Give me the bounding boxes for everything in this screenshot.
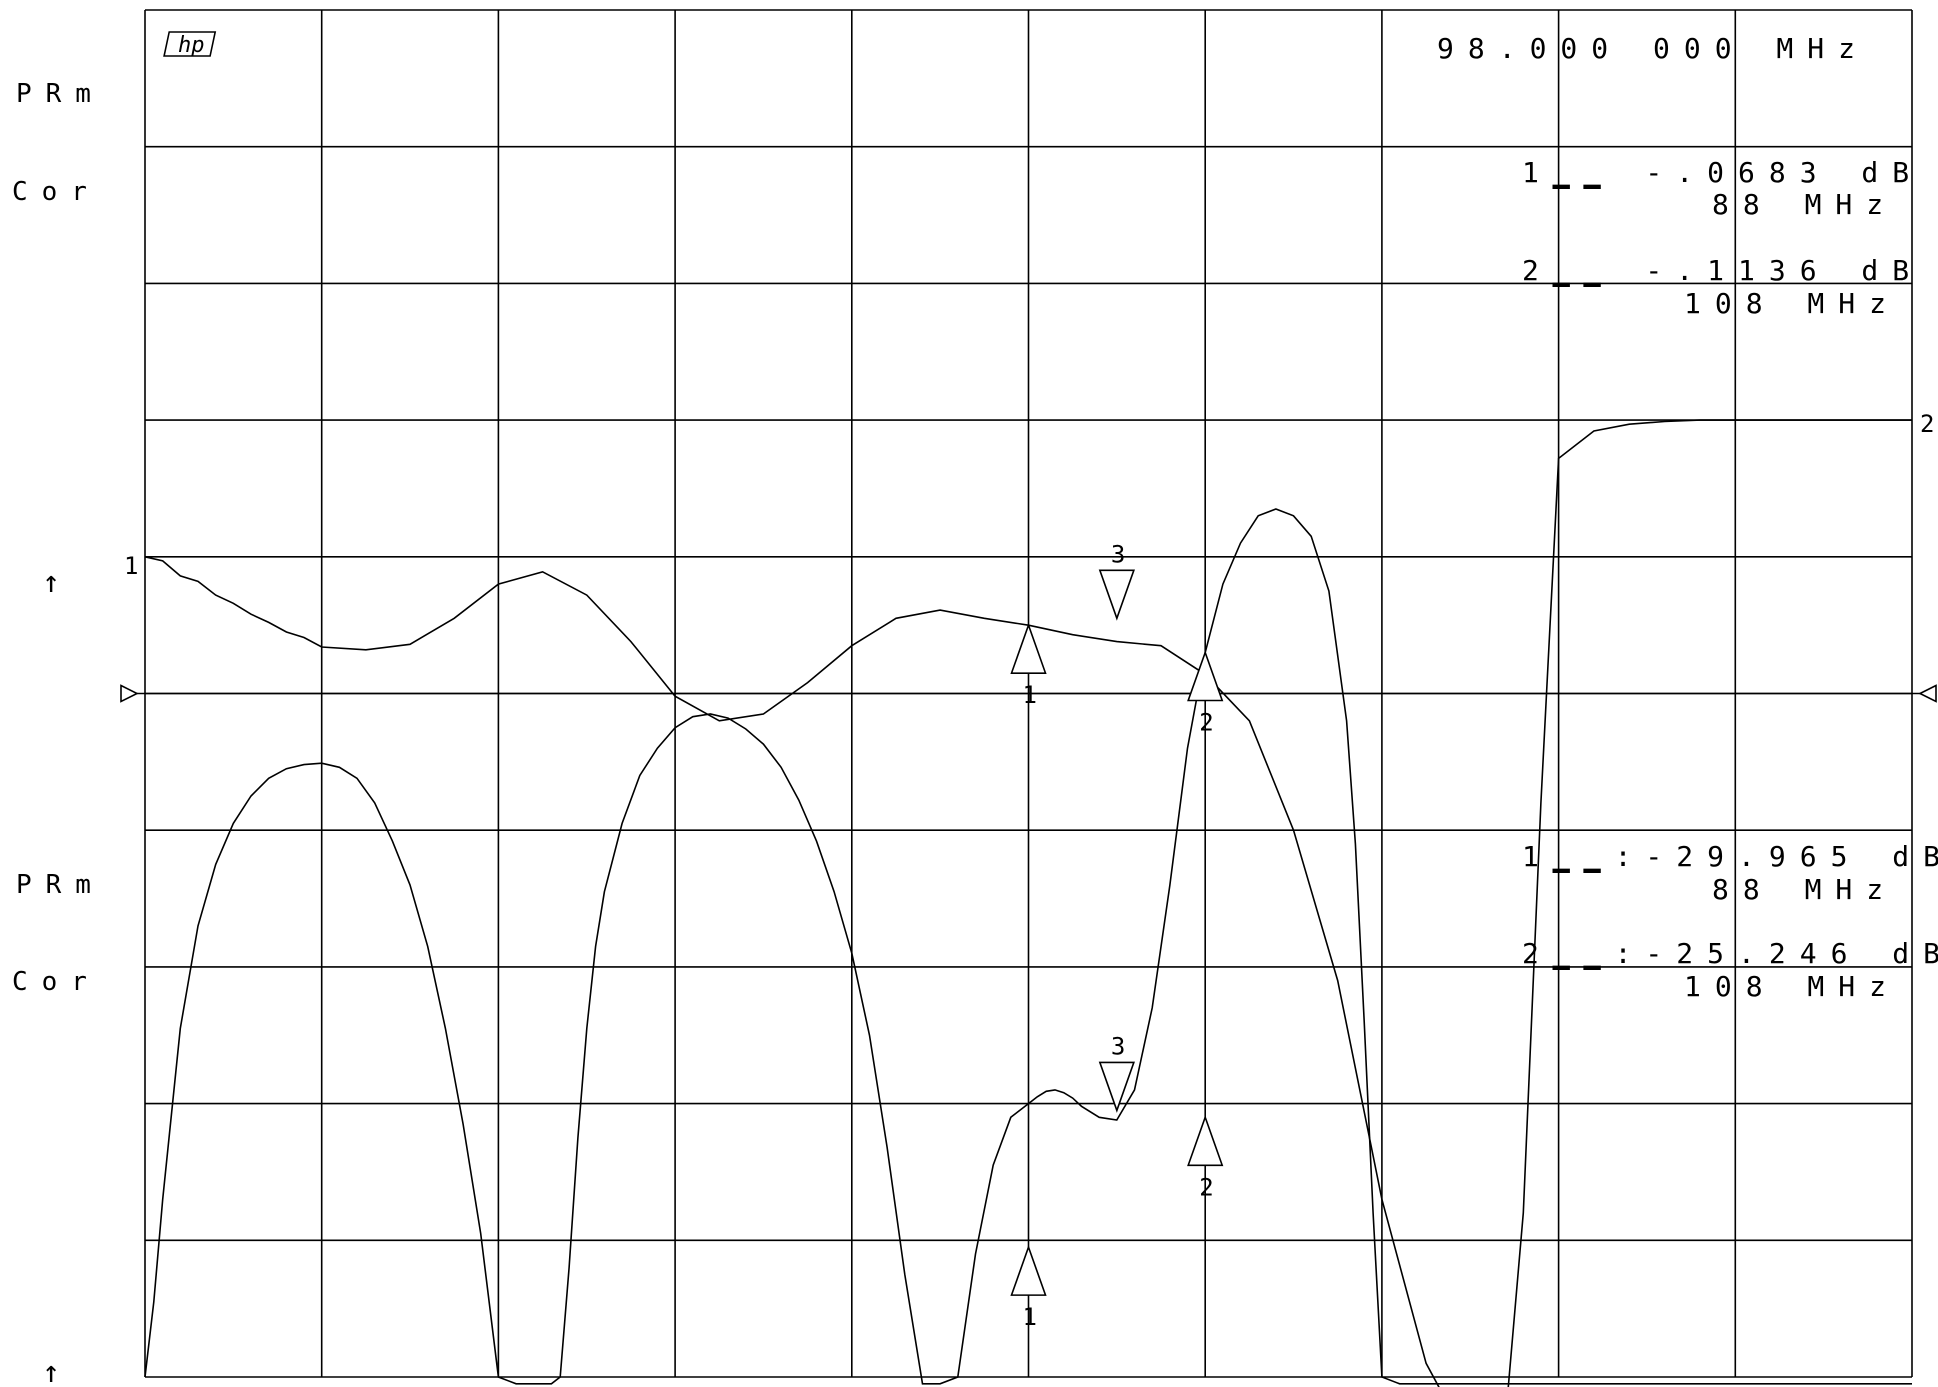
- lower-marker-2-freq: 108 MHz: [1684, 970, 1900, 1003]
- marker-number: 1: [1023, 681, 1037, 709]
- upper-marker-1-value: 1▁▁ -.0683 dB: [1522, 156, 1923, 189]
- marker-triangle-icon: [1010, 622, 1047, 674]
- trace-1-label: 1: [124, 552, 138, 580]
- marker-number: 1: [1023, 1303, 1037, 1331]
- upper-reference-arrow-icon: ↑: [42, 565, 60, 600]
- hp-logo: hp: [163, 31, 217, 58]
- marker-2-trace-2: 2: [1187, 1114, 1224, 1201]
- marker-3-trace-1: 3: [1098, 540, 1135, 621]
- trace-2-label: 2: [1920, 410, 1934, 438]
- marker-triangle-icon: [1098, 1061, 1135, 1113]
- lower-channel-label-2: Cor: [12, 967, 101, 997]
- traces: [144, 419, 1912, 1387]
- upper-marker-1-freq: 88 MHz: [1712, 188, 1897, 221]
- reference-right-triangle-icon: [1918, 684, 1937, 703]
- lower-marker-1-value: 1▁▁:-29.965 dB: [1522, 840, 1938, 873]
- upper-channel-label-2: Cor: [12, 177, 101, 207]
- lower-marker-2-value: 2▁▁:-25.246 dB: [1522, 937, 1938, 970]
- marker-number: 3: [1111, 540, 1125, 568]
- marker-3-trace-2: 3: [1098, 1032, 1135, 1113]
- markers: 1 2 3 1 2 3: [1010, 540, 1224, 1331]
- hp-logo-text: hp: [178, 33, 205, 58]
- marker-triangle-icon: [1098, 569, 1135, 621]
- trace-1-line: [144, 419, 1912, 1387]
- lower-channel-label-1: PRm: [16, 870, 105, 900]
- marker-number: 2: [1199, 1173, 1213, 1201]
- upper-marker-2-value: 2▁▁ -.1136 dB: [1522, 254, 1923, 287]
- lower-reference-arrow-icon: ↑: [42, 1355, 60, 1387]
- marker-2-trace-1: 2: [1187, 650, 1224, 736]
- marker-1-trace-1: 1: [1010, 622, 1047, 709]
- reference-left-triangle-icon: [120, 684, 139, 703]
- lower-marker-1-freq: 88 MHz: [1712, 873, 1897, 906]
- marker-number: 2: [1199, 708, 1213, 736]
- upper-marker-2-freq: 108 MHz: [1684, 287, 1900, 320]
- trace-2-line: [144, 508, 1912, 1385]
- marker-number: 3: [1111, 1032, 1125, 1060]
- marker-triangle-icon: [1187, 650, 1224, 702]
- marker-triangle-icon: [1010, 1244, 1047, 1296]
- marker-triangle-icon: [1187, 1114, 1224, 1167]
- marker-1-trace-2: 1: [1010, 1244, 1047, 1331]
- center-frequency: 98.000 000 MHz: [1437, 32, 1869, 65]
- upper-channel-label-1: PRm: [16, 79, 105, 109]
